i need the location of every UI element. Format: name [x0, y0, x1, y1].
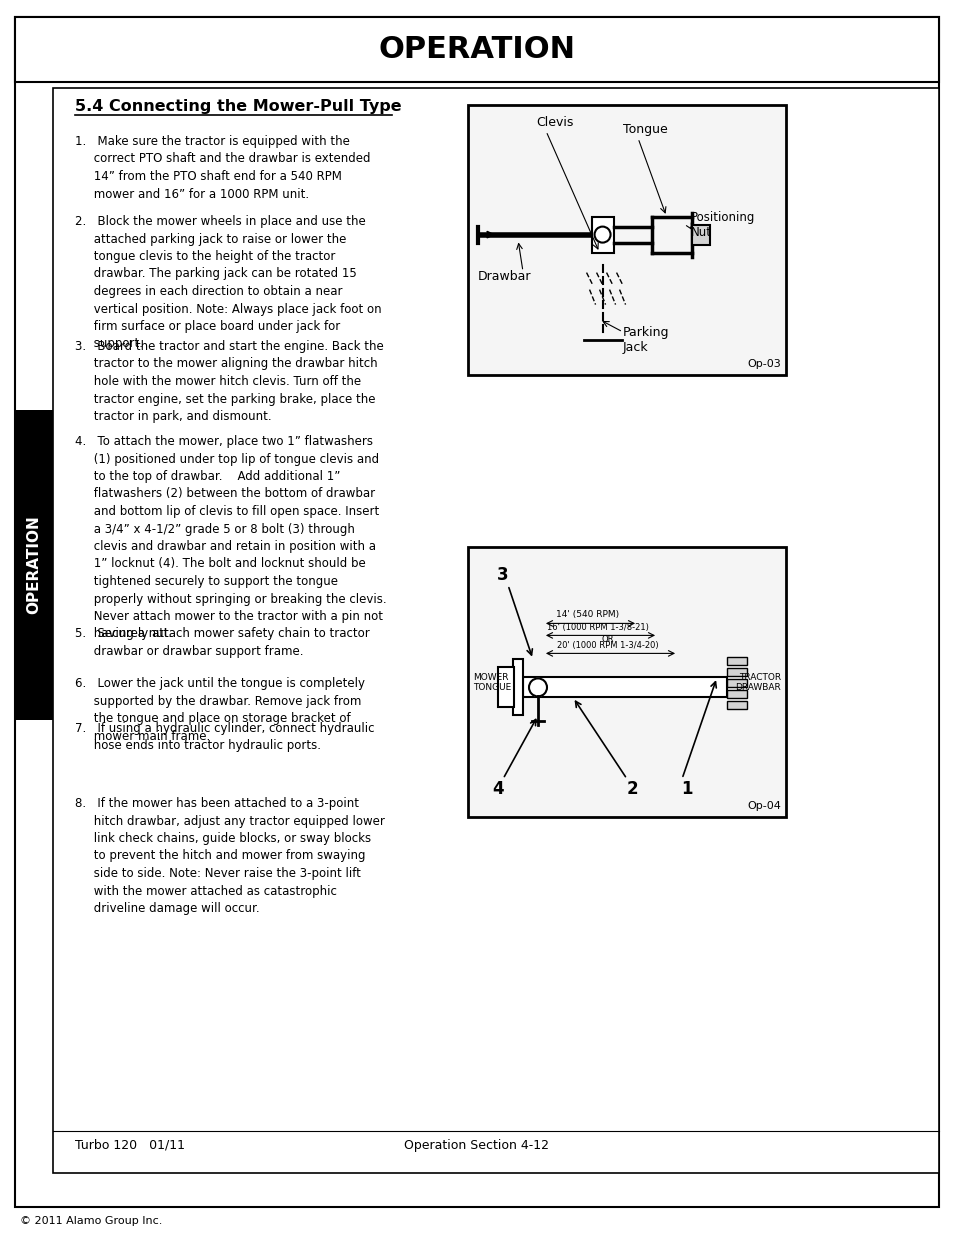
Bar	[726, 668, 746, 677]
Text: MOWER
TONGUE: MOWER TONGUE	[473, 673, 511, 692]
Text: 4: 4	[492, 781, 503, 798]
Text: Op-04: Op-04	[746, 802, 781, 811]
Bar	[53, 88, 938, 1173]
Text: Turbo 120   01/11: Turbo 120 01/11	[75, 1139, 185, 1151]
Text: 7.   If using a hydraulic cylinder, connect hydraulic
     hose ends into tracto: 7. If using a hydraulic cylinder, connec…	[75, 722, 375, 752]
Text: 2: 2	[625, 781, 638, 798]
Bar	[591, 216, 613, 253]
Text: Tongue: Tongue	[622, 124, 667, 137]
Bar	[513, 659, 522, 715]
Bar	[726, 679, 746, 688]
Text: 20' (1000 RPM 1-3/4-20): 20' (1000 RPM 1-3/4-20)	[557, 641, 659, 651]
Text: Parking
Jack: Parking Jack	[622, 326, 669, 354]
Text: OR: OR	[601, 635, 614, 645]
Text: Clevis: Clevis	[536, 116, 573, 130]
Bar	[726, 657, 746, 666]
Text: 1.   Make sure the tractor is equipped with the
     correct PTO shaft and the d: 1. Make sure the tractor is equipped wit…	[75, 135, 370, 200]
Text: 14' (540 RPM): 14' (540 RPM)	[556, 610, 618, 620]
Bar	[691, 225, 709, 245]
Text: 16' (1000 RPM 1-3/8-21): 16' (1000 RPM 1-3/8-21)	[546, 624, 648, 632]
Text: 5.4 Connecting the Mower-Pull Type: 5.4 Connecting the Mower-Pull Type	[75, 100, 401, 115]
Text: TRACTOR
DRAWBAR: TRACTOR DRAWBAR	[735, 673, 781, 692]
Text: 5.   Securely attach mower safety chain to tractor
     drawbar or drawbar suppo: 5. Securely attach mower safety chain to…	[75, 627, 370, 657]
Text: 4.   To attach the mower, place two 1” flatwashers
     (1) positioned under top: 4. To attach the mower, place two 1” fla…	[75, 435, 386, 641]
Text: Op-03: Op-03	[746, 359, 781, 369]
Bar	[726, 690, 746, 699]
Text: 3: 3	[497, 566, 508, 584]
Text: © 2011 Alamo Group Inc.: © 2011 Alamo Group Inc.	[20, 1216, 162, 1226]
Bar	[468, 547, 785, 818]
Bar	[726, 701, 746, 709]
Text: Drawbar: Drawbar	[477, 270, 531, 283]
Circle shape	[594, 226, 610, 242]
Bar	[522, 678, 726, 698]
Text: 1: 1	[680, 781, 692, 798]
Text: 3.   Board the tractor and start the engine. Back the
     tractor to the mower : 3. Board the tractor and start the engin…	[75, 340, 383, 424]
Text: OPERATION: OPERATION	[27, 516, 42, 614]
Bar	[15, 410, 53, 720]
Text: 8.   If the mower has been attached to a 3-point
     hitch drawbar, adjust any : 8. If the mower has been attached to a 3…	[75, 797, 384, 915]
Text: Operation Section 4-12: Operation Section 4-12	[404, 1139, 549, 1151]
Bar	[497, 667, 514, 708]
Text: 6.   Lower the jack until the tongue is completely
     supported by the drawbar: 6. Lower the jack until the tongue is co…	[75, 677, 365, 742]
Bar	[468, 105, 785, 375]
Text: Positioning
Nut: Positioning Nut	[690, 211, 755, 238]
Circle shape	[529, 678, 546, 697]
Text: OPERATION: OPERATION	[378, 35, 575, 63]
Text: 2.   Block the mower wheels in place and use the
     attached parking jack to r: 2. Block the mower wheels in place and u…	[75, 215, 381, 351]
Bar	[15, 17, 938, 82]
